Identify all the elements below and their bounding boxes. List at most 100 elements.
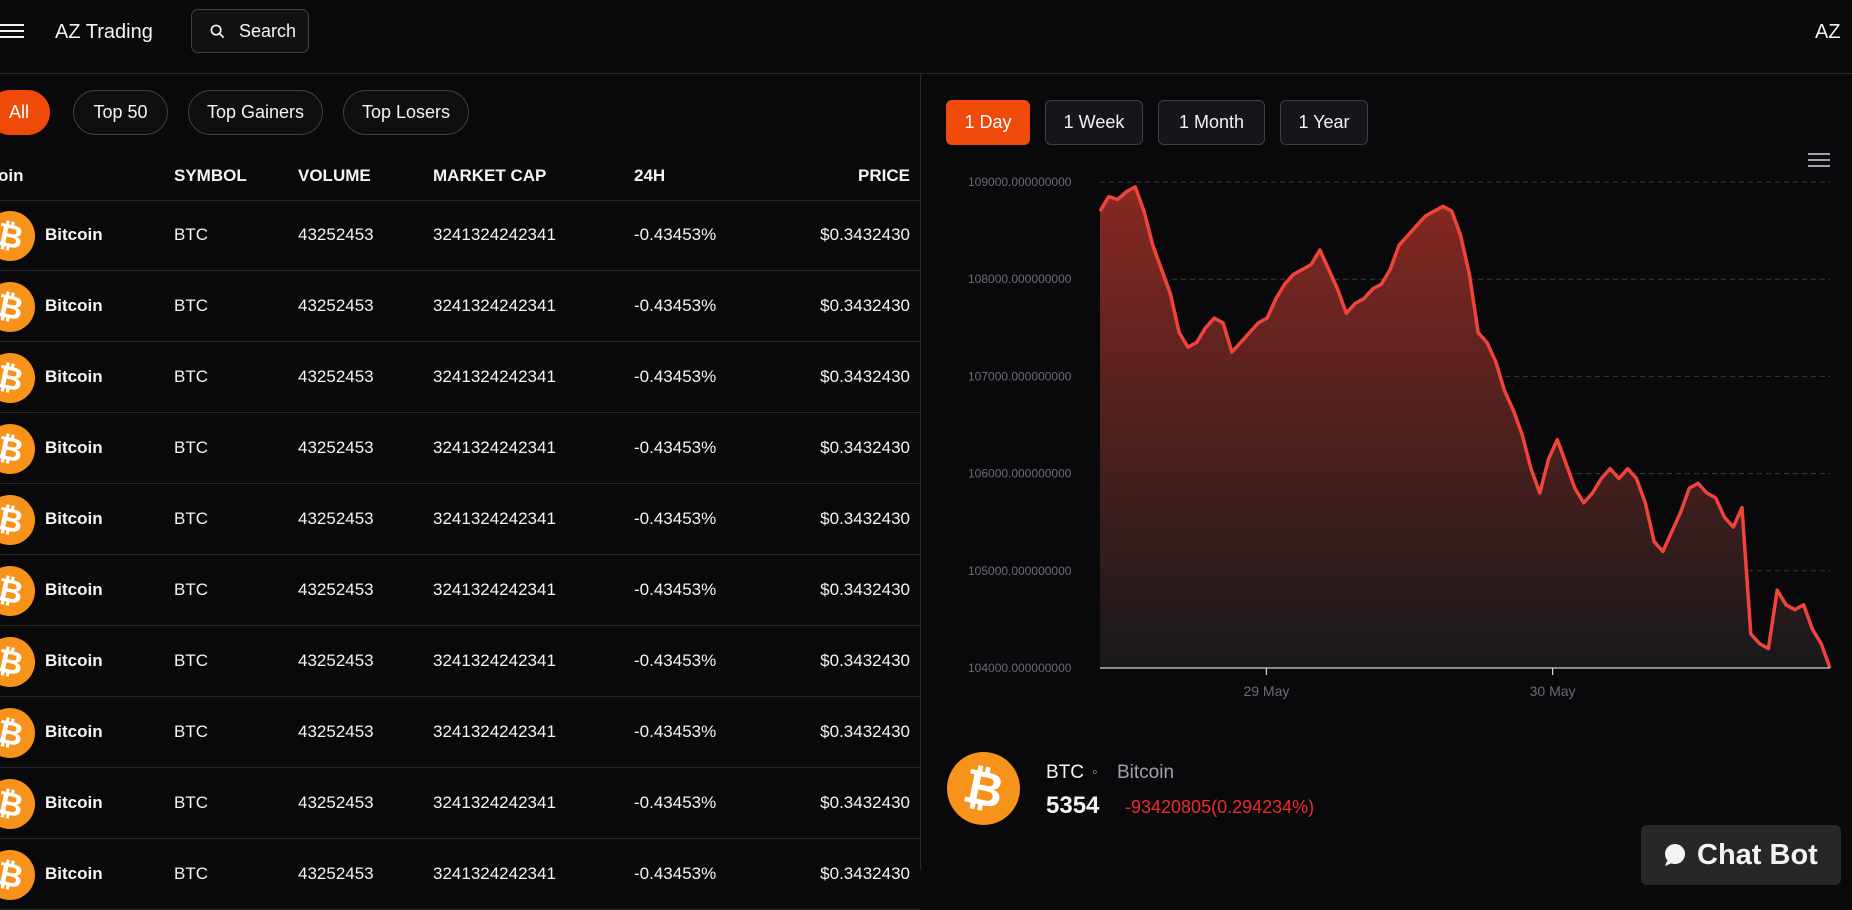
- column-header-24h[interactable]: 24H: [634, 166, 666, 185]
- column-header-symbol[interactable]: SYMBOL: [174, 166, 247, 185]
- coin-price: $0.3432430: [820, 509, 910, 528]
- coin-name: Bitcoin: [45, 296, 103, 315]
- column-header-coin[interactable]: oin: [0, 166, 24, 185]
- summary-symbol: BTC: [1046, 762, 1084, 783]
- coin-market-cap: 3241324242341: [433, 367, 556, 386]
- filter-chip-top-50[interactable]: Top 50: [73, 90, 168, 135]
- column-header-price[interactable]: PRICE: [858, 166, 910, 185]
- bitcoin-logo-icon: ₿: [0, 495, 35, 545]
- x-tick-label: 29 May: [1243, 683, 1289, 699]
- coin-change-24h: -0.43453%: [634, 296, 717, 315]
- y-tick-label: 108000.000000000: [968, 272, 1072, 286]
- coin-volume: 43252453: [298, 225, 374, 244]
- table-row[interactable]: ₿ Bitcoin BTC 43252453 3241324242341 -0.43453…: [0, 200, 920, 271]
- coin-symbol: BTC: [174, 722, 208, 741]
- coin-symbol: BTC: [174, 793, 208, 812]
- coin-volume: 43252453: [298, 296, 374, 315]
- bitcoin-logo-icon: ₿: [0, 708, 35, 758]
- range-button-1-day[interactable]: 1 Day: [946, 100, 1030, 145]
- bitcoin-logo-icon: ₿: [0, 282, 35, 332]
- summary-change: -93420805(0.294234%): [1125, 797, 1315, 817]
- coin-price: $0.3432430: [820, 864, 910, 883]
- table-row[interactable]: ₿ Bitcoin BTC 43252453 3241324242341 -0.43453…: [0, 697, 920, 768]
- user-avatar[interactable]: AZ: [1815, 21, 1841, 43]
- price-line: [1098, 185, 1832, 669]
- coin-price: $0.3432430: [820, 651, 910, 670]
- brand-title[interactable]: AZ Trading: [55, 21, 153, 43]
- coin-price: $0.3432430: [820, 580, 910, 599]
- filter-chip-top-losers[interactable]: Top Losers: [343, 90, 469, 135]
- coin-change-24h: -0.43453%: [634, 793, 717, 812]
- chart-menu-icon[interactable]: [1808, 152, 1830, 168]
- bitcoin-logo-icon: ₿: [0, 637, 35, 687]
- coin-symbol: BTC: [174, 509, 208, 528]
- search-label: Search: [239, 20, 297, 41]
- coin-symbol: BTC: [174, 864, 208, 883]
- coin-market-cap: 3241324242341: [433, 296, 556, 315]
- bitcoin-logo-icon: ₿: [0, 779, 35, 829]
- search-icon: [210, 24, 225, 38]
- column-header-volume[interactable]: VOLUME: [298, 166, 371, 185]
- coin-change-24h: -0.43453%: [634, 651, 717, 670]
- coin-volume: 43252453: [298, 793, 374, 812]
- column-header-market-cap[interactable]: MARKET CAP: [433, 166, 547, 185]
- y-tick-label: 104000.000000000: [968, 661, 1072, 675]
- coin-price: $0.3432430: [820, 793, 910, 812]
- panel-divider: [920, 74, 921, 870]
- coin-symbol: BTC: [174, 367, 208, 386]
- bitcoin-logo-icon: ₿: [0, 424, 35, 474]
- y-tick-label: 107000.000000000: [968, 369, 1072, 383]
- coin-symbol: BTC: [174, 438, 208, 457]
- coin-price: $0.3432430: [820, 225, 910, 244]
- table-row[interactable]: ₿ Bitcoin BTC 43252453 3241324242341 -0.43453…: [0, 271, 920, 342]
- table-row[interactable]: ₿ Bitcoin BTC 43252453 3241324242341 -0.43453…: [0, 342, 920, 413]
- coin-price: $0.3432430: [820, 438, 910, 457]
- range-button-1-year[interactable]: 1 Year: [1280, 100, 1368, 145]
- coin-change-24h: -0.43453%: [634, 509, 717, 528]
- coin-name: Bitcoin: [45, 225, 103, 244]
- coin-market-cap: 3241324242341: [433, 438, 556, 457]
- coin-change-24h: -0.43453%: [634, 225, 717, 244]
- coin-change-24h: -0.43453%: [634, 722, 717, 741]
- table-row[interactable]: ₿ Bitcoin BTC 43252453 3241324242341 -0.43453…: [0, 484, 920, 555]
- bitcoin-logo-icon: ₿: [947, 752, 1020, 825]
- search-button[interactable]: Search: [191, 9, 309, 53]
- coin-market-cap: 3241324242341: [433, 509, 556, 528]
- range-button-1-month[interactable]: 1 Month: [1158, 100, 1265, 145]
- x-tick-label: 30 May: [1530, 683, 1576, 699]
- coin-volume: 43252453: [298, 722, 374, 741]
- range-button-1-week[interactable]: 1 Week: [1045, 100, 1143, 145]
- table-row[interactable]: ₿ Bitcoin BTC 43252453 3241324242341 -0.43453…: [0, 839, 920, 910]
- coin-market-cap: 3241324242341: [433, 793, 556, 812]
- table-row[interactable]: ₿ Bitcoin BTC 43252453 3241324242341 -0.43453…: [0, 555, 920, 626]
- coin-name: Bitcoin: [45, 864, 103, 883]
- table-row[interactable]: ₿ Bitcoin BTC 43252453 3241324242341 -0.43453…: [0, 768, 920, 839]
- coin-market-cap: 3241324242341: [433, 722, 556, 741]
- coin-symbol: BTC: [174, 580, 208, 599]
- filter-chip-top-gainers[interactable]: Top Gainers: [188, 90, 323, 135]
- coin-volume: 43252453: [298, 438, 374, 457]
- chat-bubble-icon: [1665, 844, 1685, 866]
- hamburger-menu-icon[interactable]: [0, 22, 24, 40]
- summary-price: 5354: [1046, 792, 1100, 819]
- coin-market-cap: 3241324242341: [433, 864, 556, 883]
- coin-volume: 43252453: [298, 864, 374, 883]
- chat-bot-button[interactable]: Chat Bot: [1641, 825, 1841, 885]
- price-area: [1100, 186, 1830, 668]
- filter-chip-all[interactable]: All: [0, 90, 50, 135]
- coin-volume: 43252453: [298, 509, 374, 528]
- top-bar: AZ Trading Search AZ: [0, 0, 1852, 74]
- coin-symbol: BTC: [174, 651, 208, 670]
- coin-volume: 43252453: [298, 651, 374, 670]
- table-row[interactable]: ₿ Bitcoin BTC 43252453 3241324242341 -0.43453…: [0, 413, 920, 484]
- coin-change-24h: -0.43453%: [634, 438, 717, 457]
- coin-name: Bitcoin: [45, 438, 103, 457]
- table-row[interactable]: ₿ Bitcoin BTC 43252453 3241324242341 -0.43453…: [0, 626, 920, 697]
- summary-coin-name: Bitcoin: [1117, 762, 1175, 783]
- summary-separator: ◦: [1092, 764, 1098, 781]
- price-chart[interactable]: 104000.000000000 105000.000000000 106000.0…: [940, 160, 1840, 720]
- coin-name: Bitcoin: [45, 509, 103, 528]
- coin-volume: 43252453: [298, 580, 374, 599]
- coin-price: $0.3432430: [820, 296, 910, 315]
- coin-symbol: BTC: [174, 225, 208, 244]
